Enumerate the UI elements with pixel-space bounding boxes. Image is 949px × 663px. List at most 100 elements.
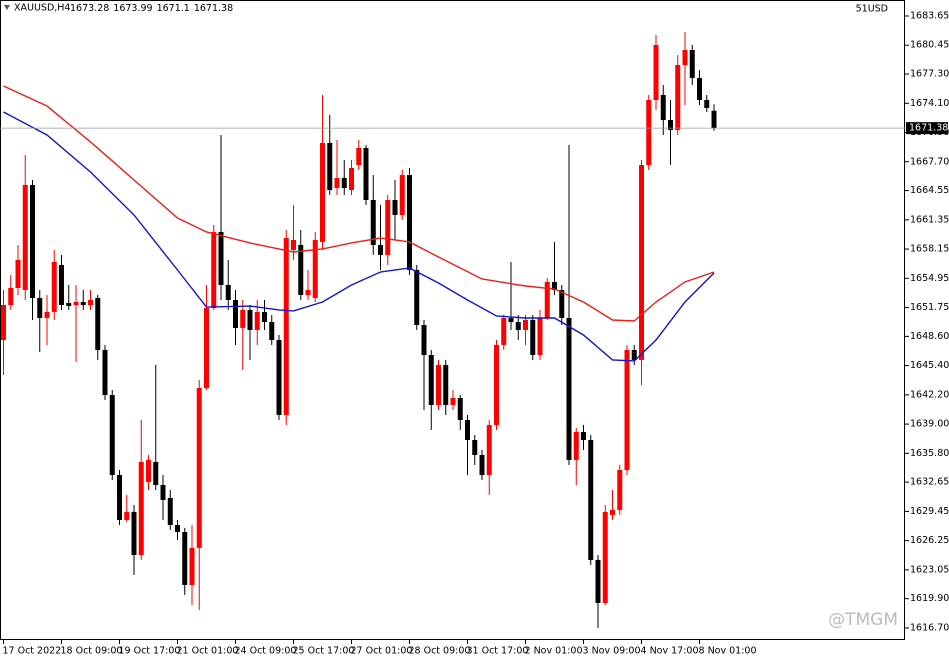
candle-body	[175, 525, 180, 532]
y-tick-label: 1629.45	[910, 506, 949, 517]
candle-body	[88, 299, 93, 306]
candle-body	[465, 419, 470, 441]
candle-body	[370, 199, 376, 245]
candle-body	[233, 299, 238, 328]
candle-body	[450, 397, 456, 406]
y-tick-label: 1651.75	[910, 302, 949, 313]
x-tick-label: 8 Nov 01:00	[699, 646, 757, 657]
y-tick-label: 1654.95	[910, 273, 949, 284]
x-tick-label: 18 Oct 09:00	[61, 646, 123, 657]
candle-body	[689, 49, 695, 78]
candle-body	[153, 461, 159, 485]
candle-body	[15, 259, 21, 289]
candle-body	[312, 240, 318, 298]
candle-body	[697, 77, 702, 100]
candle-body	[573, 431, 579, 460]
ohlc-value: 1673.28	[70, 3, 109, 14]
candle-body	[30, 184, 35, 298]
candle-body	[421, 325, 427, 356]
candle-body	[588, 440, 594, 560]
candle-body	[138, 461, 144, 555]
symbol-label: XAUUSD,H4	[14, 3, 70, 14]
candle-body	[581, 431, 586, 441]
candle-body	[182, 531, 188, 585]
y-tick-label: 1645.40	[910, 360, 949, 371]
candle-body	[479, 455, 485, 476]
x-tick-label: 4 Nov 17:00	[641, 646, 699, 657]
candle-body	[117, 475, 122, 520]
plot-frame	[0, 0, 905, 640]
candle-body	[247, 309, 253, 330]
x-tick-label: 19 Oct 17:00	[119, 646, 181, 657]
candle-body	[291, 240, 296, 250]
candle-body	[102, 349, 108, 395]
moving-average	[3, 85, 715, 322]
candle-body	[51, 261, 57, 312]
candle-body	[501, 317, 507, 345]
candle-body	[124, 511, 130, 520]
candle-body	[218, 231, 224, 285]
candle-body	[204, 308, 209, 389]
candle-body	[653, 44, 659, 100]
candle-body	[109, 394, 115, 476]
y-tick-label: 1661.35	[910, 214, 949, 225]
candle-body	[189, 547, 195, 585]
candle-body	[566, 317, 572, 460]
candle-body	[341, 177, 347, 189]
y-tick-label: 1664.55	[910, 185, 949, 196]
candle-body	[22, 184, 28, 291]
y-tick-label: 1623.05	[910, 564, 949, 575]
candle-body	[428, 355, 434, 406]
y-tick-label: 1619.90	[910, 593, 949, 604]
candle-body	[66, 302, 72, 307]
ohlc-value: 1673.99	[113, 3, 152, 14]
price-tag	[906, 122, 948, 135]
candle-body	[515, 322, 521, 330]
y-tick-label: 1680.45	[910, 40, 949, 51]
ohlc-value: 1671.1	[157, 3, 190, 14]
candle-body	[660, 94, 666, 121]
candle-body	[269, 322, 275, 341]
candle-body	[443, 364, 449, 406]
candle-body	[378, 244, 383, 256]
candle-body	[44, 311, 50, 318]
y-tick-label: 1648.60	[910, 331, 949, 342]
candle-body	[80, 301, 86, 306]
candle-body	[385, 199, 391, 256]
candle-body	[631, 349, 637, 360]
x-tick-label: 21 Oct 01:00	[177, 646, 239, 657]
candle-body	[646, 99, 652, 165]
candle-body	[320, 142, 325, 242]
candle-body	[711, 110, 717, 129]
menu-icon	[4, 5, 10, 10]
x-tick-label: 31 Oct 17:00	[467, 646, 529, 657]
x-tick-label: 24 Oct 09:00	[235, 646, 297, 657]
candle-body	[414, 270, 420, 326]
candle-body	[225, 284, 231, 300]
y-tick-label: 1635.80	[910, 448, 949, 459]
candle-body	[254, 311, 260, 330]
account-label: 51USD	[856, 4, 888, 15]
candle-body	[602, 511, 608, 603]
candle-body	[363, 147, 369, 200]
candle-body	[407, 175, 412, 271]
candle-body	[146, 459, 151, 482]
candle-body	[399, 175, 405, 215]
y-tick-label: 1616.70	[910, 622, 949, 633]
candle-body	[639, 164, 644, 360]
candle-body	[327, 142, 333, 191]
x-tick-label: 2 Nov 01:00	[525, 646, 583, 657]
y-tick-label: 1667.70	[910, 156, 949, 167]
candle-body	[37, 297, 43, 318]
candle-body	[167, 497, 173, 526]
y-tick-label: 1683.65	[910, 10, 949, 21]
candle-body	[95, 297, 101, 350]
candle-body	[196, 388, 202, 548]
candle-body	[305, 290, 311, 295]
ohlc-value: 1671.38	[194, 3, 233, 14]
price-tag-label: 1671.38	[909, 123, 948, 134]
candle-body	[334, 177, 340, 189]
candle-body	[8, 288, 14, 306]
